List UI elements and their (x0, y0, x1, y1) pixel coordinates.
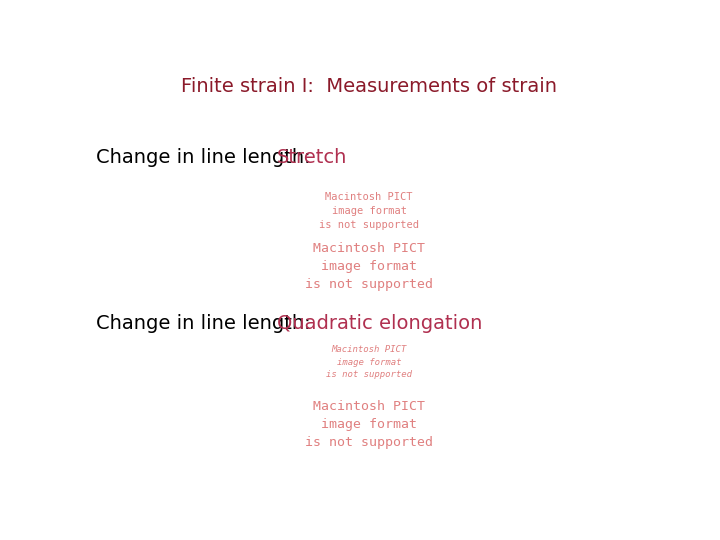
Text: Change in line length:: Change in line length: (96, 314, 317, 333)
Text: Finite strain I:  Measurements of strain: Finite strain I: Measurements of strain (181, 77, 557, 96)
Text: Macintosh PICT
image format
is not supported: Macintosh PICT image format is not suppo… (305, 400, 433, 449)
Text: Quadratic elongation: Quadratic elongation (277, 314, 482, 333)
Text: Macintosh PICT
image format
is not supported: Macintosh PICT image format is not suppo… (326, 346, 412, 380)
Text: Macintosh PICT
image format
is not supported: Macintosh PICT image format is not suppo… (319, 192, 419, 230)
Text: Change in line length:: Change in line length: (96, 148, 317, 167)
Text: Stretch: Stretch (277, 148, 347, 167)
Text: Macintosh PICT
image format
is not supported: Macintosh PICT image format is not suppo… (305, 241, 433, 291)
